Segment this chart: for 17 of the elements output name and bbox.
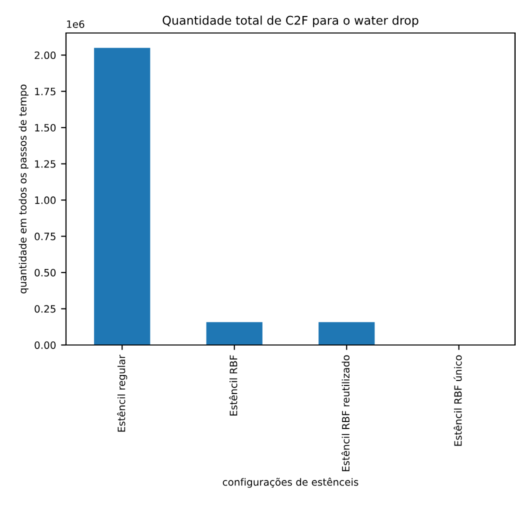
y-tick-label: 0.75 xyxy=(34,232,56,240)
y-tick-label: 0.25 xyxy=(34,305,56,313)
x-tick-label: Estêncil RBF reutilizado xyxy=(341,355,350,472)
x-axis-title: configurações de estênceis xyxy=(222,478,358,488)
y-tick-label: 1.00 xyxy=(35,196,56,204)
y-axis-title: quantidade em todos os passos de tempo xyxy=(18,84,28,294)
chart-title: Quantidade total de C2F para o water drop xyxy=(162,16,418,28)
y-tick-label: 1.50 xyxy=(35,124,56,132)
x-tick-label: Estêncil regular xyxy=(117,354,128,432)
y-tick-label: 1.25 xyxy=(35,160,56,168)
text: 1e6 xyxy=(67,20,84,28)
y-tick-label: 0.00 xyxy=(34,341,56,349)
x-tick-label: Estêncil RBF único xyxy=(454,355,462,446)
y-tick-label: 0.50 xyxy=(34,268,56,276)
y-tick-label: 2.00 xyxy=(34,51,56,60)
x-tick-label: Estêncil RBF xyxy=(229,355,238,416)
y-tick-label: 1.75 xyxy=(35,88,56,96)
